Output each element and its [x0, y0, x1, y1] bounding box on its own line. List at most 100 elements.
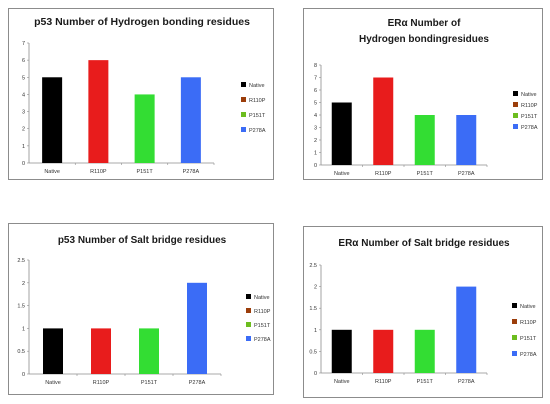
- legend-swatch: [241, 97, 246, 102]
- y-tick-label: 2: [314, 285, 317, 291]
- legend-swatch: [512, 319, 517, 324]
- x-tick-label: P151T: [417, 171, 434, 177]
- x-tick-label: P278A: [189, 380, 206, 386]
- bar: [456, 115, 477, 165]
- legend-label: P151T: [249, 113, 266, 119]
- x-tick-label: R110P: [375, 171, 392, 177]
- y-tick-label: 2.5: [309, 263, 317, 269]
- legend-swatch: [246, 336, 251, 341]
- legend-label: Native: [254, 295, 270, 301]
- legend-swatch: [241, 127, 246, 132]
- legend-swatch: [241, 112, 246, 117]
- y-tick-label: 4: [22, 92, 25, 98]
- bar: [456, 286, 477, 373]
- chart-svg: ERα Number of Salt bridge residues 0 0.5 1 1…: [309, 238, 537, 385]
- y-tick-label: 1.5: [17, 304, 25, 310]
- bar: [373, 329, 394, 373]
- y-tick-label: 3: [22, 110, 25, 116]
- y-tick-label: 6: [22, 58, 25, 64]
- x-tick-label: P278A: [458, 171, 475, 177]
- chart-panel-era-saltbridge: ERα Number of Salt bridge residues 0 0.5 1 1…: [303, 226, 543, 398]
- x-tick-label: R110P: [90, 169, 107, 175]
- y-tick-label: 0.5: [17, 349, 25, 355]
- legend-swatch: [246, 322, 251, 327]
- bar: [180, 77, 201, 163]
- bar: [414, 115, 435, 165]
- bar: [139, 328, 159, 374]
- legend-label: R110P: [520, 320, 537, 326]
- y-tick-label: 1: [22, 144, 25, 150]
- y-tick-label: 6: [314, 88, 317, 94]
- legend-label: R110P: [254, 309, 271, 315]
- chart-title: p53 Number of Salt bridge residues: [58, 235, 227, 246]
- y-tick-label: 5: [314, 101, 317, 107]
- y-tick-label: 1: [22, 326, 25, 332]
- x-tick-label: Native: [334, 379, 350, 385]
- legend-label: P151T: [521, 114, 538, 120]
- chart-title: p53 Number of Hydrogen bonding residues: [34, 16, 250, 28]
- legend-swatch: [241, 82, 246, 87]
- x-tick-label: Native: [334, 171, 350, 177]
- chart-panel-p53-hbond: p53 Number of Hydrogen bonding residues 0…: [8, 8, 274, 180]
- x-tick-label: Native: [45, 380, 61, 386]
- bar: [134, 94, 155, 163]
- legend-swatch: [512, 335, 517, 340]
- legend-swatch: [513, 91, 518, 96]
- bar: [43, 328, 63, 374]
- y-tick-label: 2: [22, 127, 25, 133]
- legend-swatch: [246, 294, 251, 299]
- y-tick-label: 5: [22, 75, 25, 81]
- y-tick-label: 0: [22, 161, 25, 167]
- legend-label: R110P: [249, 98, 266, 104]
- x-tick-label: Native: [44, 169, 60, 175]
- y-tick-label: 2: [22, 281, 25, 287]
- x-tick-label: P151T: [417, 379, 434, 385]
- legend-label: P151T: [254, 323, 271, 329]
- chart-panel-p53-saltbridge: p53 Number of Salt bridge residues 0 0.5 1 1…: [8, 223, 274, 395]
- y-tick-label: 7: [22, 41, 25, 47]
- y-tick-label: 0: [314, 163, 317, 169]
- legend-label: Native: [520, 304, 536, 310]
- legend-swatch: [512, 303, 517, 308]
- y-tick-label: 2.5: [17, 258, 25, 264]
- x-tick-label: P151T: [137, 169, 154, 175]
- x-tick-label: P278A: [183, 169, 200, 175]
- x-tick-label: R110P: [375, 379, 392, 385]
- legend-swatch: [246, 308, 251, 313]
- chart-title: Hydrogen bondingresidues: [359, 34, 489, 45]
- y-tick-label: 1: [314, 328, 317, 334]
- chart-svg: p53 Number of Hydrogen bonding residues 0…: [22, 16, 266, 175]
- y-tick-label: 1.5: [309, 306, 317, 312]
- y-tick-label: 1: [314, 151, 317, 157]
- chart-svg: ERα Number of Hydrogen bondingresidues 0 1 2…: [314, 18, 538, 177]
- bar: [331, 102, 352, 165]
- y-tick-label: 7: [314, 76, 317, 82]
- bar: [88, 60, 109, 164]
- legend-label: R110P: [521, 103, 538, 109]
- x-tick-label: P278A: [458, 379, 475, 385]
- x-tick-label: R110P: [93, 380, 110, 386]
- bar: [91, 328, 111, 374]
- bar: [331, 329, 352, 373]
- bar: [187, 282, 207, 374]
- legend-label: Native: [521, 92, 537, 98]
- legend-swatch: [512, 351, 517, 356]
- chart-svg: p53 Number of Salt bridge residues 0 0.5 1 1…: [17, 235, 271, 386]
- chart-panel-era-hbond: ERα Number of Hydrogen bondingresidues 0 1 2…: [303, 8, 543, 180]
- bar: [414, 329, 435, 373]
- chart-title: ERα Number of Salt bridge residues: [338, 238, 510, 249]
- legend-label: Native: [249, 83, 265, 89]
- y-tick-label: 0: [314, 371, 317, 377]
- y-tick-label: 4: [314, 113, 317, 119]
- bar: [373, 77, 394, 165]
- y-tick-label: 0.5: [309, 349, 317, 355]
- y-tick-label: 0: [22, 372, 25, 378]
- y-tick-label: 3: [314, 126, 317, 132]
- legend-label: P278A: [520, 352, 537, 358]
- legend-swatch: [513, 102, 518, 107]
- chart-title: ERα Number of: [388, 18, 461, 29]
- legend-label: P278A: [521, 125, 538, 131]
- bar: [42, 77, 63, 163]
- legend-label: P151T: [520, 336, 537, 342]
- legend-swatch: [513, 113, 518, 118]
